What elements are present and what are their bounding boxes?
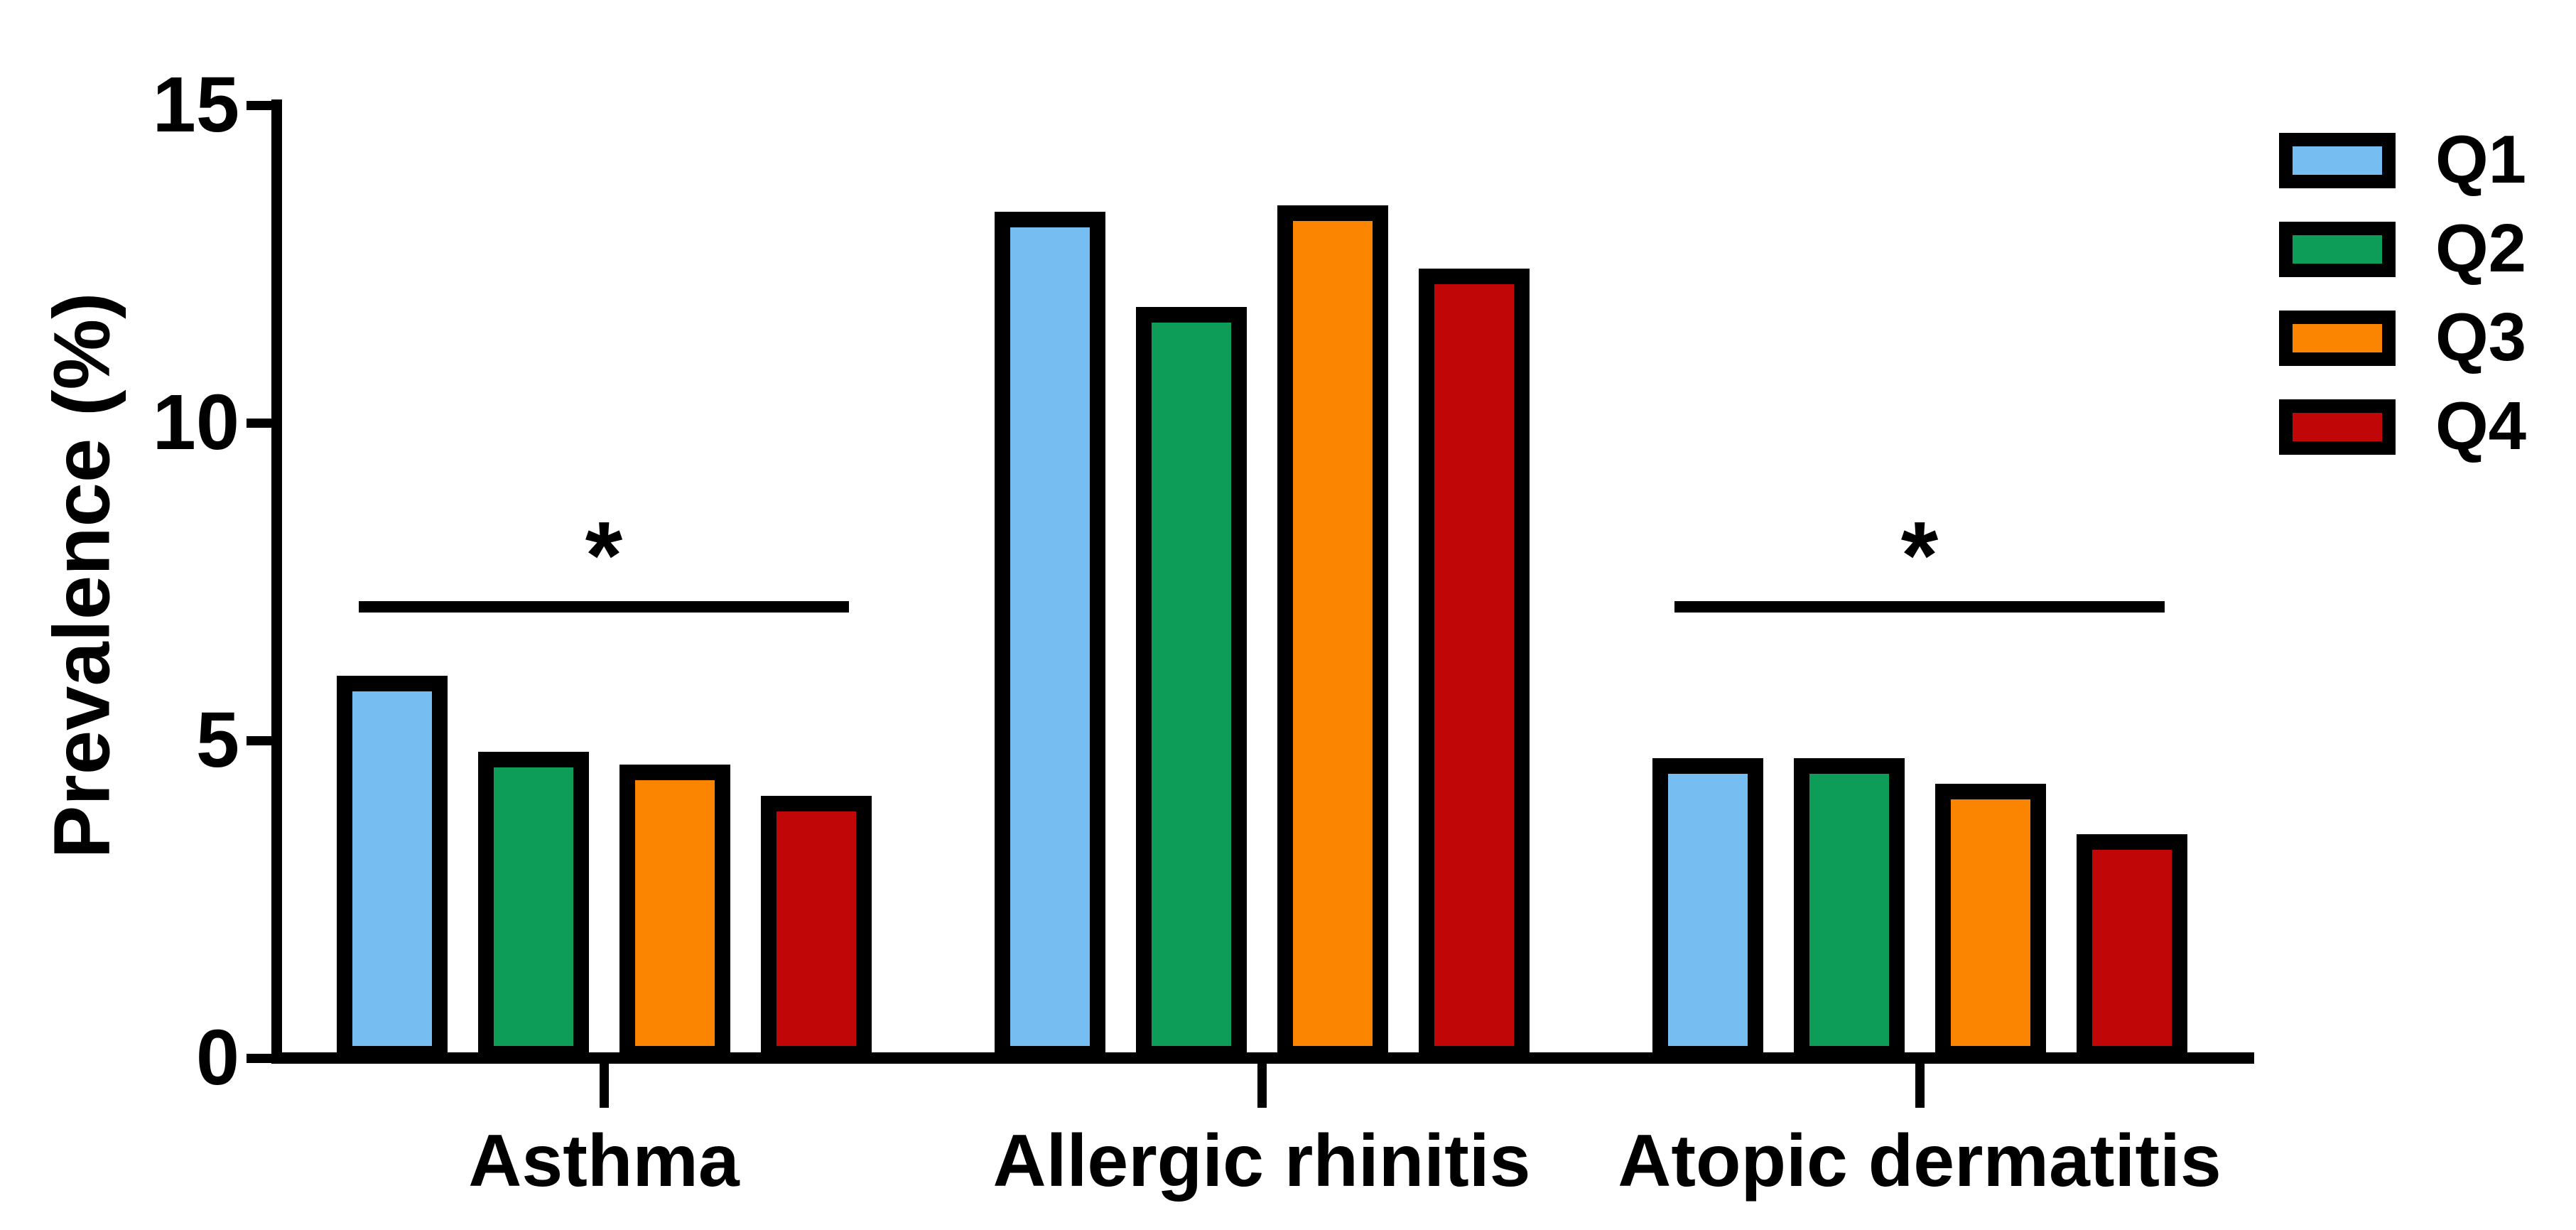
x-tick-mark — [1915, 1064, 1925, 1108]
bar-q3-3 — [1935, 784, 2046, 1062]
bar-q1-3 — [1652, 758, 1763, 1062]
bar-q3-1 — [619, 765, 730, 1062]
significance-line — [1674, 601, 2165, 613]
x-category-label: Asthma — [468, 1120, 740, 1202]
y-axis-line — [271, 99, 282, 1064]
bar-q2-1 — [478, 752, 589, 1062]
legend-swatch-q2 — [2279, 222, 2396, 277]
x-category-label: Atopic dermatitis — [1618, 1120, 2221, 1202]
legend-swatch-q4 — [2279, 399, 2396, 455]
bar-q4-3 — [2077, 834, 2187, 1062]
x-tick-mark — [600, 1064, 609, 1108]
y-tick-label: 0 — [195, 1014, 239, 1101]
legend-swatch-q3 — [2279, 311, 2396, 366]
x-category-label: Allergic rhinitis — [992, 1120, 1531, 1202]
significance-asterisk: * — [585, 502, 623, 609]
bar-q1-2 — [995, 212, 1105, 1062]
significance-line — [359, 601, 849, 613]
y-tick-label: 10 — [152, 379, 239, 466]
y-tick-mark — [247, 101, 276, 110]
bar-q1-1 — [337, 676, 448, 1062]
legend-swatch-q1 — [2279, 133, 2396, 188]
bar-q2-2 — [1136, 307, 1247, 1062]
significance-asterisk: * — [1900, 502, 1939, 609]
legend-label-q2: Q2 — [2435, 210, 2527, 286]
bar-q4-2 — [1419, 269, 1530, 1062]
legend-label-q1: Q1 — [2435, 122, 2527, 198]
y-tick-label: 5 — [195, 696, 239, 784]
y-tick-mark — [247, 419, 276, 428]
bar-q3-2 — [1277, 205, 1388, 1062]
x-tick-mark — [1257, 1064, 1267, 1108]
y-tick-mark — [247, 736, 276, 745]
y-tick-label: 15 — [152, 61, 239, 149]
bar-q4-1 — [761, 796, 872, 1062]
bar-q2-3 — [1794, 758, 1905, 1062]
y-tick-mark — [247, 1054, 276, 1063]
legend-label-q3: Q3 — [2435, 299, 2527, 375]
legend-label-q4: Q4 — [2435, 388, 2527, 464]
